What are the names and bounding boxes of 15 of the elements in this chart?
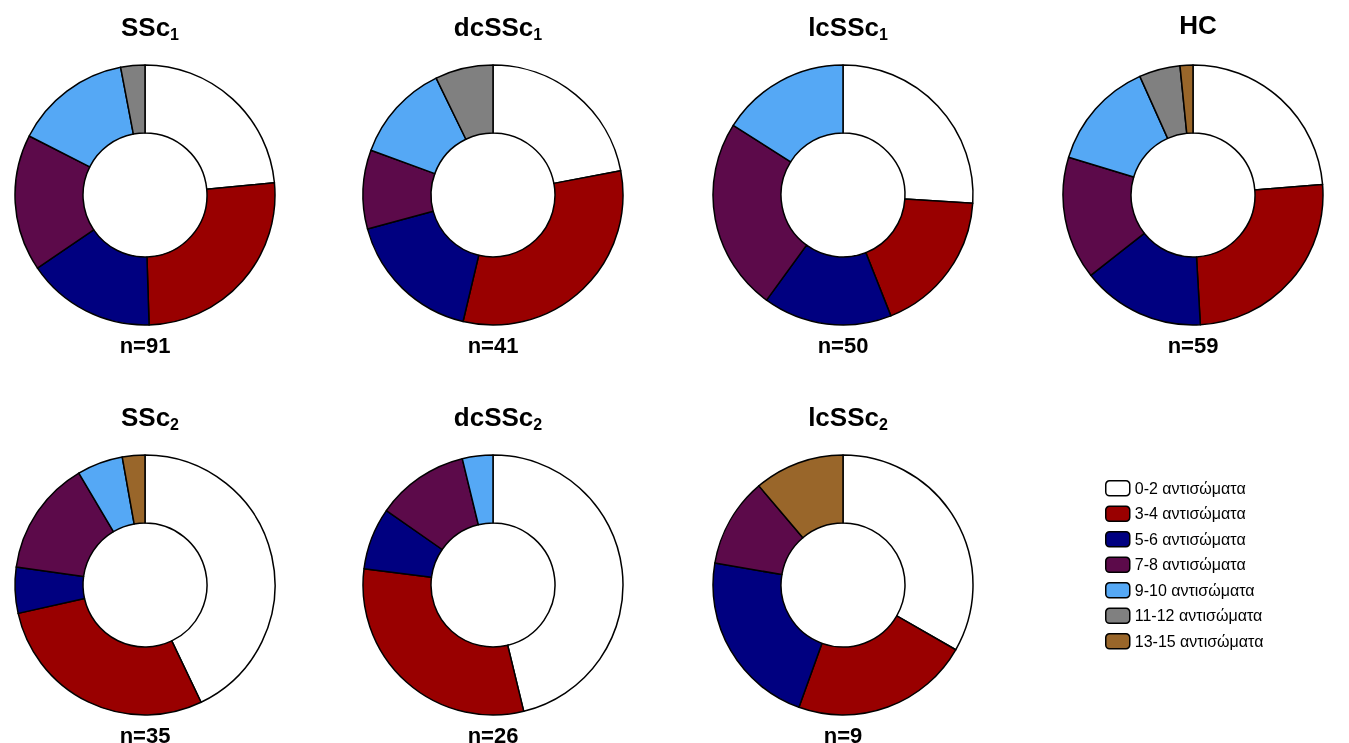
text: n=41 [467, 332, 519, 358]
legend-label: 3-4 αντισώματα [1134, 505, 1246, 523]
legend-label: 13-15 αντισώματα [1134, 632, 1264, 650]
legend-label: 11-12 αντισώματα [1134, 607, 1263, 625]
legend-label: 7-8 αντισώματα [1134, 556, 1246, 574]
text: n=9 [823, 722, 863, 743]
chart-title: HC [1179, 10, 1217, 40]
legend-label: 0-2 αντισώματα [1134, 479, 1246, 497]
legend-label: 5-6 αντισώματα [1134, 530, 1246, 548]
text: n=26 [467, 722, 519, 743]
legend-label: 9-10 αντισώματα [1134, 581, 1255, 599]
text: n=35 [119, 722, 171, 743]
text: n=50 [817, 332, 869, 358]
text: n=59 [1167, 332, 1219, 358]
text: n=91 [119, 332, 171, 358]
